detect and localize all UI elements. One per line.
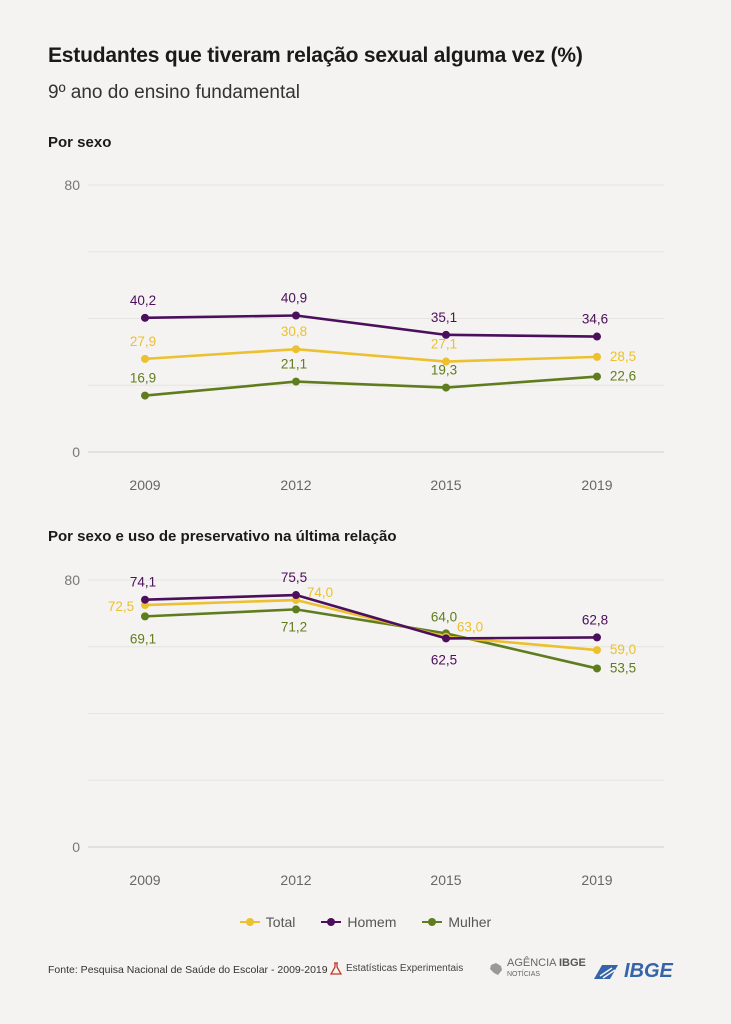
data-point-mulher (593, 372, 601, 381)
chart-title: Estudantes que tiveram relação sexual al… (48, 44, 583, 67)
agencia-ibge-text: IBGE (558, 957, 586, 969)
x-tick-label: 2012 (280, 872, 311, 888)
series-line-total (144, 347, 598, 363)
series-line-total (144, 598, 598, 652)
data-point-mulher (141, 391, 149, 400)
ibge-mark-icon (594, 964, 618, 979)
legend-swatch-total (239, 916, 260, 928)
data-label-homem: 62,5 (431, 652, 457, 667)
ibge-text: IBGE (624, 960, 673, 982)
data-point-total (593, 646, 601, 655)
chart-subtitle: 9º ano do ensino fundamental (48, 82, 301, 103)
data-point-mulher (593, 664, 601, 673)
data-label-mulher: 53,5 (610, 660, 636, 675)
x-tick-label: 2012 (280, 477, 311, 493)
legend-item-homem: Homem (321, 914, 396, 930)
agencia-logo: AGÊNCIA IBGE NOTÍCIAS (488, 958, 586, 980)
legend-item-total: Total (239, 914, 296, 930)
data-point-homem (442, 634, 450, 643)
data-point-homem (593, 332, 601, 341)
data-label-total: 28,5 (610, 349, 636, 364)
source-note: Fonte: Pesquisa Nacional de Saúde do Esc… (48, 964, 328, 976)
data-label-homem: 40,9 (281, 290, 307, 305)
legend-label-homem: Homem (347, 914, 397, 930)
data-label-total: 27,1 (431, 337, 457, 352)
x-tick-label: 2019 (581, 477, 612, 493)
legend-item-mulher: Mulher (422, 914, 491, 930)
series-line-mulher (144, 375, 598, 397)
section-title-preservativo: Por sexo e uso de preservativo na última… (48, 528, 397, 545)
y-tick-label: 0 (72, 444, 80, 460)
x-tick-label: 2015 (430, 872, 461, 888)
data-point-homem (141, 313, 149, 322)
data-point-total (442, 357, 450, 366)
data-label-mulher: 69,1 (130, 631, 156, 646)
data-label-mulher: 71,2 (281, 619, 307, 634)
agencia-text: AGÊNCIA (507, 957, 556, 969)
data-point-mulher (442, 383, 450, 392)
legend-swatch-homem (321, 916, 342, 928)
data-point-homem (593, 633, 601, 642)
data-label-homem: 75,5 (281, 570, 307, 585)
series-line-homem (144, 593, 598, 640)
y-tick-label: 80 (64, 177, 80, 193)
data-label-homem: 35,1 (431, 310, 457, 325)
data-label-mulher: 22,6 (610, 369, 636, 384)
data-point-total (593, 352, 601, 361)
line-chart-preservativo: 0 80 2009 2012 2015 2019 74,1 75,5 62,5 62,8 72,5 7… (64, 570, 664, 888)
data-point-total (292, 345, 300, 354)
x-tick-label: 2019 (581, 872, 612, 888)
line-chart-por-sexo: 0 80 2009 2012 2015 2019 40,2 40,9 35,1 34,6 27,9 3… (64, 177, 664, 493)
legend: Total Homem Mulher (0, 914, 731, 930)
data-point-homem (292, 311, 300, 320)
data-label-homem: 34,6 (582, 312, 608, 327)
data-label-total: 59,0 (610, 642, 636, 657)
badge-label: Estatísticas Experimentais (346, 963, 464, 974)
legend-label-total: Total (265, 914, 296, 930)
data-point-homem (292, 591, 300, 600)
legend-label-mulher: Mulher (448, 914, 492, 930)
series-line-mulher (144, 608, 598, 670)
flask-icon (330, 962, 342, 975)
y-tick-label: 80 (64, 572, 80, 588)
experimental-badge: Estatísticas Experimentais (330, 962, 463, 975)
x-tick-label: 2015 (430, 477, 461, 493)
x-tick-label: 2009 (129, 477, 160, 493)
data-label-homem: 40,2 (130, 293, 156, 308)
data-label-total: 27,9 (130, 334, 156, 349)
noticias-text: NOTÍCIAS (507, 971, 541, 978)
data-label-total: 30,8 (281, 324, 307, 339)
data-label-mulher: 19,3 (431, 363, 457, 378)
data-point-mulher (141, 612, 149, 621)
data-label-mulher: 21,1 (281, 357, 307, 372)
data-label-homem: 74,1 (130, 575, 156, 590)
data-point-mulher (292, 377, 300, 386)
data-point-mulher (292, 605, 300, 614)
x-tick-label: 2009 (129, 872, 160, 888)
data-label-total: 74,0 (307, 585, 333, 600)
data-label-total: 63,0 (457, 620, 483, 635)
data-point-homem (442, 330, 450, 339)
ibge-logo: IBGE (592, 960, 673, 983)
data-point-homem (141, 595, 149, 604)
brazil-map-icon (490, 963, 502, 975)
section-title-por-sexo: Por sexo (48, 134, 112, 151)
data-label-mulher: 16,9 (130, 371, 156, 386)
data-label-homem: 62,8 (582, 612, 608, 627)
y-tick-label: 0 (72, 839, 80, 855)
data-label-total: 72,5 (108, 599, 134, 614)
data-label-mulher: 64,0 (431, 609, 457, 624)
data-point-total (141, 354, 149, 363)
legend-swatch-mulher (422, 916, 443, 928)
series-line-homem (144, 314, 598, 338)
